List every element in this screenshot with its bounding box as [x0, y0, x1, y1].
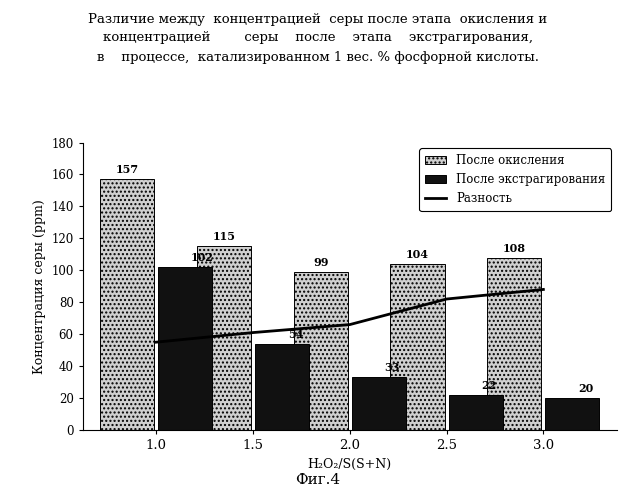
- Text: 22: 22: [481, 380, 497, 391]
- Legend: После окисления, После экстрагирования, Разность: После окисления, После экстрагирования, …: [419, 148, 611, 211]
- Text: Различие между  концентрацией  серы после этапа  окисления и: Различие между концентрацией серы после …: [88, 12, 548, 26]
- Bar: [352, 378, 406, 430]
- X-axis label: H₂O₂/S(S+N): H₂O₂/S(S+N): [308, 458, 392, 470]
- Bar: [197, 246, 251, 430]
- Text: 33: 33: [385, 362, 400, 374]
- Bar: [158, 267, 212, 430]
- Bar: [294, 272, 348, 430]
- Bar: [545, 398, 600, 430]
- Text: 20: 20: [578, 383, 593, 394]
- Text: концентрацией        серы    после    этапа    экстрагирования,: концентрацией серы после этапа экстрагир…: [103, 32, 533, 44]
- Bar: [255, 344, 309, 430]
- Bar: [487, 258, 541, 430]
- Bar: [391, 264, 445, 430]
- Text: 102: 102: [191, 252, 214, 263]
- Text: 99: 99: [313, 257, 329, 268]
- Text: 108: 108: [503, 242, 526, 254]
- Bar: [448, 395, 502, 430]
- Text: 115: 115: [212, 232, 235, 242]
- Text: 157: 157: [116, 164, 139, 175]
- Bar: [100, 179, 155, 430]
- Text: 54: 54: [288, 329, 303, 340]
- Text: в    процессе,  катализированном 1 вес. % фосфорной кислоты.: в процессе, катализированном 1 вес. % фо…: [97, 50, 539, 64]
- Y-axis label: Концентрация серы (ppm): Концентрация серы (ppm): [32, 199, 46, 374]
- Text: Фиг.4: Фиг.4: [296, 474, 340, 488]
- Text: 104: 104: [406, 249, 429, 260]
